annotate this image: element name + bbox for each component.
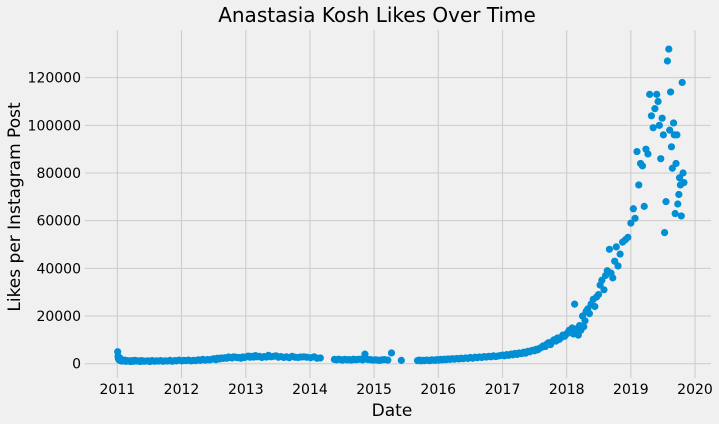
scatter-points <box>114 45 688 366</box>
data-point <box>677 212 685 220</box>
data-point <box>585 310 593 318</box>
x-tick-labels: 2011 2012 2013 2014 2015 2016 2017 2018 2019 2020 <box>100 382 713 398</box>
data-point <box>629 205 637 213</box>
data-point <box>646 90 654 98</box>
data-point <box>600 286 608 294</box>
data-point <box>633 147 641 156</box>
data-point <box>653 90 661 98</box>
y-tick-label: 60000 <box>36 214 81 230</box>
x-tick-label: 2014 <box>292 382 328 398</box>
data-point <box>581 317 589 325</box>
chart-title: Anastasia Kosh Likes Over Time <box>218 3 536 27</box>
data-point <box>605 245 614 253</box>
data-point <box>662 198 670 206</box>
data-point <box>675 190 683 199</box>
y-tick-label: 120000 <box>28 71 81 87</box>
data-point <box>655 121 663 129</box>
data-point <box>654 97 662 106</box>
x-tick-label: 2019 <box>613 382 649 398</box>
x-tick-label: 2018 <box>549 382 585 398</box>
data-point <box>669 119 678 127</box>
data-point <box>666 126 674 134</box>
y-tick-label: 20000 <box>36 309 81 325</box>
y-tick-label: 40000 <box>36 261 81 277</box>
data-point <box>612 243 620 251</box>
data-point <box>624 233 632 241</box>
data-point <box>673 131 681 139</box>
data-point <box>661 229 669 237</box>
y-tick-label: 0 <box>72 357 81 373</box>
data-point <box>671 209 679 218</box>
data-point <box>638 162 647 170</box>
x-axis-label: Date <box>372 401 413 421</box>
data-point <box>667 143 676 151</box>
x-tick-label: 2012 <box>164 382 200 398</box>
data-point <box>616 250 624 258</box>
data-point <box>594 290 603 299</box>
data-point <box>680 178 688 187</box>
data-point <box>674 200 682 208</box>
data-point <box>678 78 686 87</box>
data-point <box>627 219 635 227</box>
y-tick-label: 100000 <box>28 118 81 134</box>
data-point <box>631 214 639 222</box>
y-tick-label: 80000 <box>36 166 81 182</box>
data-point <box>665 45 673 53</box>
grid <box>85 30 711 378</box>
data-point <box>571 300 579 308</box>
x-tick-label: 2013 <box>228 382 264 398</box>
y-axis-label: Likes per Instagram Post <box>5 102 25 312</box>
data-point <box>316 354 324 362</box>
data-point <box>387 349 396 357</box>
y-tick-labels: 0 20000 40000 60000 80000 100000 120000 <box>28 71 81 373</box>
data-point <box>397 356 405 364</box>
data-point <box>651 105 659 113</box>
data-point <box>609 274 617 282</box>
data-point <box>679 169 687 177</box>
data-point <box>580 323 588 331</box>
data-point <box>663 57 672 65</box>
data-point <box>649 124 657 132</box>
x-tick-label: 2017 <box>485 382 521 398</box>
data-point <box>640 202 648 210</box>
x-tick-label: 2011 <box>100 382 136 398</box>
data-point <box>657 155 665 163</box>
data-point <box>672 159 680 168</box>
data-point <box>647 112 656 120</box>
x-tick-label: 2020 <box>677 382 713 398</box>
x-tick-label: 2016 <box>420 382 456 398</box>
data-point <box>644 150 652 158</box>
data-point <box>614 262 622 270</box>
x-tick-label: 2015 <box>356 382 392 398</box>
data-point <box>384 356 392 364</box>
data-point <box>635 181 643 189</box>
data-point <box>658 114 666 122</box>
data-point <box>659 131 667 139</box>
data-point <box>666 88 675 96</box>
data-point <box>591 302 599 311</box>
